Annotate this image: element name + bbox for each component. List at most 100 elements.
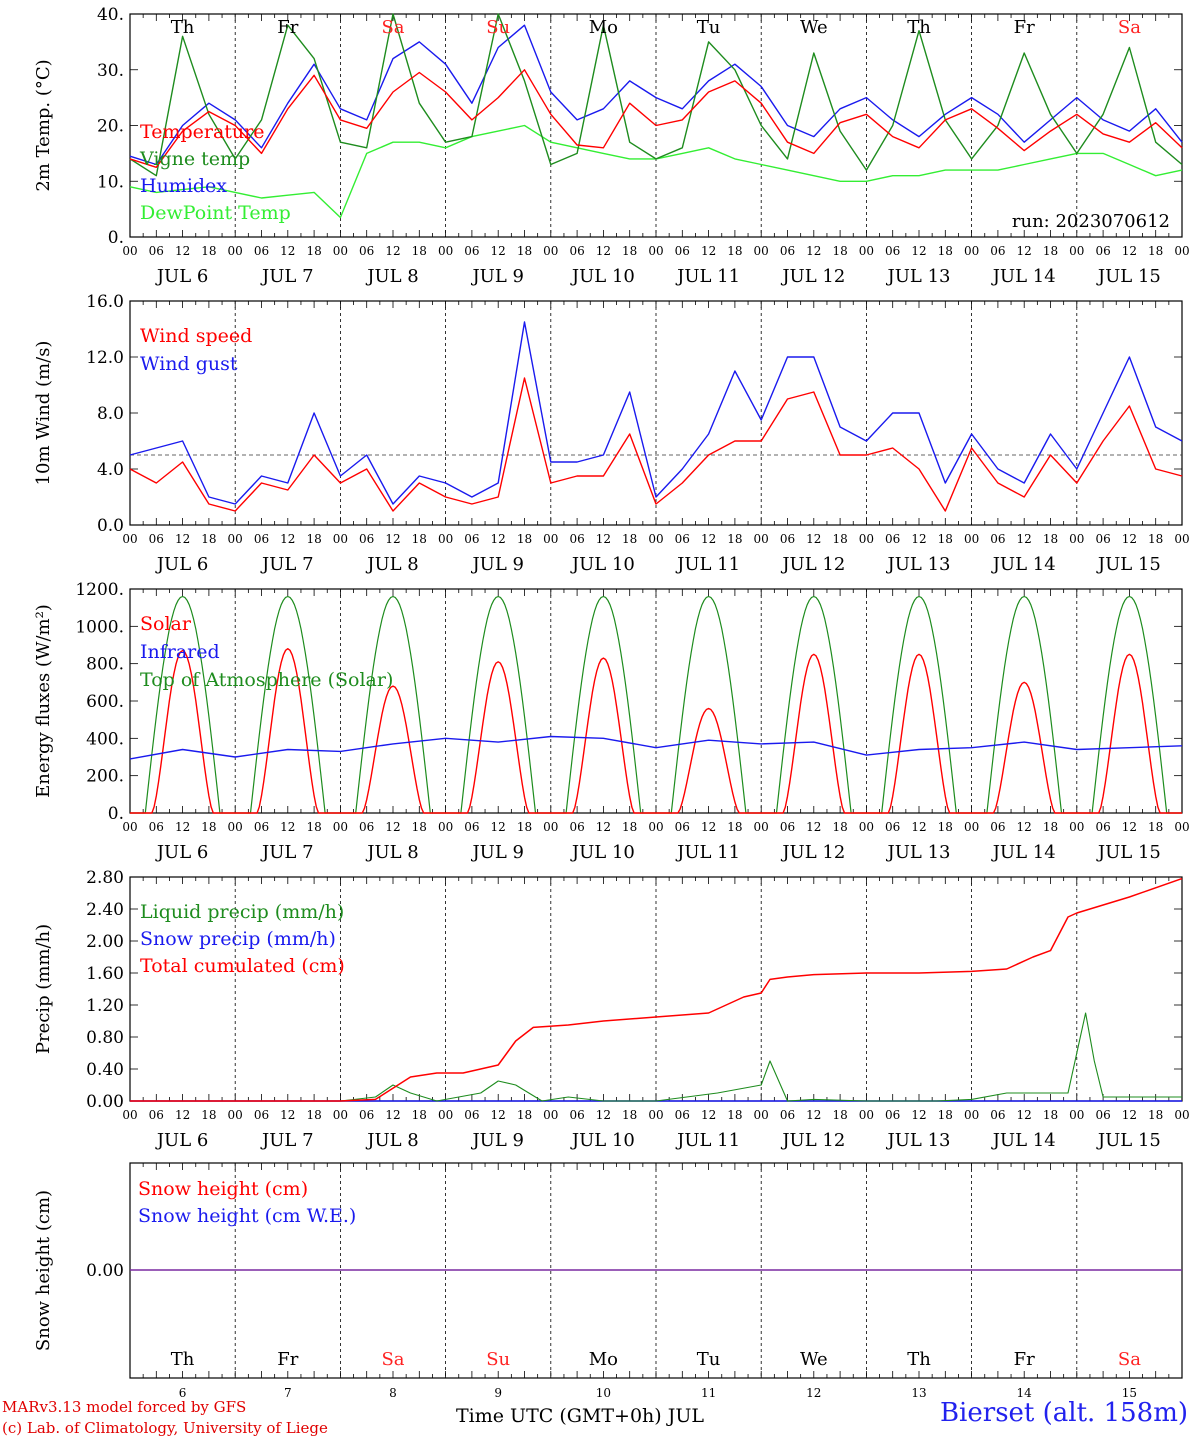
day-label: JUL 6 — [155, 554, 209, 575]
hour-tick-label: 06 — [464, 820, 479, 834]
hour-tick-label: 12 — [1122, 1108, 1137, 1122]
weekday-label: Fr — [277, 1349, 298, 1370]
y-tick-label: 2.40 — [86, 900, 124, 920]
y-axis-title: Energy fluxes (W/m²) — [33, 604, 54, 798]
hour-tick-label: 12 — [806, 244, 821, 258]
day-label: JUL 8 — [365, 1130, 419, 1151]
y-tick-label: 0.0 — [97, 516, 124, 536]
hour-tick-label: 12 — [806, 532, 821, 546]
hour-tick-label: 18 — [201, 1108, 216, 1122]
hour-tick-label: 06 — [254, 532, 269, 546]
hour-tick-label: 00 — [859, 532, 874, 546]
day-label: JUL 6 — [155, 266, 209, 287]
hour-tick-label: 12 — [1017, 1108, 1032, 1122]
y-axis-title: Precip (mm/h) — [33, 924, 54, 1054]
day-label: JUL 12 — [780, 266, 845, 287]
hour-tick-label: 12 — [1017, 532, 1032, 546]
day-label: JUL 9 — [470, 266, 524, 287]
hour-tick-label: 12 — [701, 244, 716, 258]
hour-tick-label: 06 — [885, 532, 900, 546]
y-tick-label: 0. — [108, 804, 124, 824]
day-number: 12 — [806, 1386, 821, 1400]
hour-tick-label: 00 — [964, 244, 979, 258]
day-label: JUL 12 — [780, 554, 845, 575]
y-tick-label: 30. — [97, 61, 124, 81]
day-label: JUL 12 — [780, 842, 845, 863]
weekday-label: Sa — [381, 17, 404, 38]
hour-tick-label: 06 — [780, 820, 795, 834]
y-tick-label: 1.60 — [86, 964, 124, 984]
hour-tick-label: 00 — [754, 1108, 769, 1122]
hour-tick-label: 12 — [596, 1108, 611, 1122]
hour-tick-label: 00 — [964, 1108, 979, 1122]
weekday-label: Tu — [697, 1349, 721, 1370]
hour-tick-label: 06 — [569, 820, 584, 834]
hour-tick-label: 12 — [385, 1108, 400, 1122]
hour-tick-label: 18 — [727, 1108, 742, 1122]
hour-tick-label: 06 — [675, 820, 690, 834]
hour-tick-label: 18 — [412, 244, 427, 258]
hour-tick-label: 18 — [1148, 1108, 1163, 1122]
hour-tick-label: 00 — [333, 244, 348, 258]
day-number: 6 — [179, 1386, 187, 1400]
panel-1-frame: 00 06 12 18 JUL 6 00 06 12 18 JUL 7 00 06 12 18 JUL 8 0… — [122, 13, 1190, 287]
hour-tick-label: 18 — [938, 244, 953, 258]
hour-tick-label: 00 — [438, 244, 453, 258]
hour-tick-label: 18 — [517, 820, 532, 834]
y-axis-title: Snow height (cm) — [33, 1190, 54, 1351]
weekday-label: Sa — [1118, 17, 1141, 38]
weekday-label: Mo — [589, 17, 618, 38]
hour-tick-label: 18 — [832, 820, 847, 834]
hour-tick-label: 12 — [701, 532, 716, 546]
hour-tick-label: 12 — [385, 532, 400, 546]
hour-tick-label: 06 — [359, 244, 374, 258]
hour-tick-label: 18 — [306, 820, 321, 834]
day-number: 7 — [284, 1386, 292, 1400]
hour-tick-label: 06 — [1095, 1108, 1110, 1122]
day-label: JUL 13 — [886, 266, 951, 287]
hour-tick-label: 00 — [1174, 820, 1189, 834]
hour-tick-label: 06 — [675, 532, 690, 546]
hour-tick-label: 00 — [1174, 1108, 1189, 1122]
day-label: JUL 11 — [675, 554, 740, 575]
weekday-label: Fr — [1014, 17, 1035, 38]
weekday-label: Th — [907, 1349, 931, 1370]
hour-tick-label: 06 — [359, 1108, 374, 1122]
weekday-label: Su — [486, 17, 510, 38]
hour-tick-label: 00 — [543, 532, 558, 546]
weekday-label: We — [800, 1349, 828, 1370]
weekday-label: Su — [486, 1349, 510, 1370]
y-tick-label: 8.0 — [97, 404, 124, 424]
y-tick-label: 200. — [86, 767, 124, 787]
day-number: 9 — [494, 1386, 502, 1400]
legend-3: Total cumulated (cm) — [140, 955, 345, 977]
hour-tick-label: 12 — [175, 244, 190, 258]
hour-tick-label: 00 — [648, 532, 663, 546]
hour-tick-label: 18 — [832, 244, 847, 258]
hour-tick-label: 00 — [438, 820, 453, 834]
model-credit-line: MARv3.13 model forced by GFS — [2, 1398, 247, 1416]
hour-tick-label: 06 — [990, 244, 1005, 258]
hour-tick-label: 06 — [359, 532, 374, 546]
y-tick-label: 800. — [86, 655, 124, 675]
legend-4: DewPoint Temp — [140, 202, 291, 224]
hour-tick-label: 00 — [1069, 532, 1084, 546]
weekday-label: Fr — [277, 17, 298, 38]
hour-tick-label: 18 — [832, 1108, 847, 1122]
hour-tick-label: 12 — [596, 244, 611, 258]
hour-tick-label: 12 — [1122, 532, 1137, 546]
hour-tick-label: 00 — [648, 244, 663, 258]
day-number: 10 — [596, 1386, 611, 1400]
hour-tick-label: 00 — [228, 244, 243, 258]
hour-tick-label: 00 — [754, 244, 769, 258]
hour-tick-label: 00 — [648, 820, 663, 834]
hour-tick-label: 06 — [885, 244, 900, 258]
hour-tick-label: 06 — [149, 820, 164, 834]
day-label: JUL 15 — [1096, 1130, 1161, 1151]
y-tick-label: 20. — [97, 117, 124, 137]
hour-tick-label: 06 — [990, 532, 1005, 546]
hour-tick-label: 12 — [701, 820, 716, 834]
hour-tick-label: 12 — [175, 820, 190, 834]
hour-tick-label: 06 — [780, 1108, 795, 1122]
y-tick-label: 2.00 — [86, 932, 124, 952]
